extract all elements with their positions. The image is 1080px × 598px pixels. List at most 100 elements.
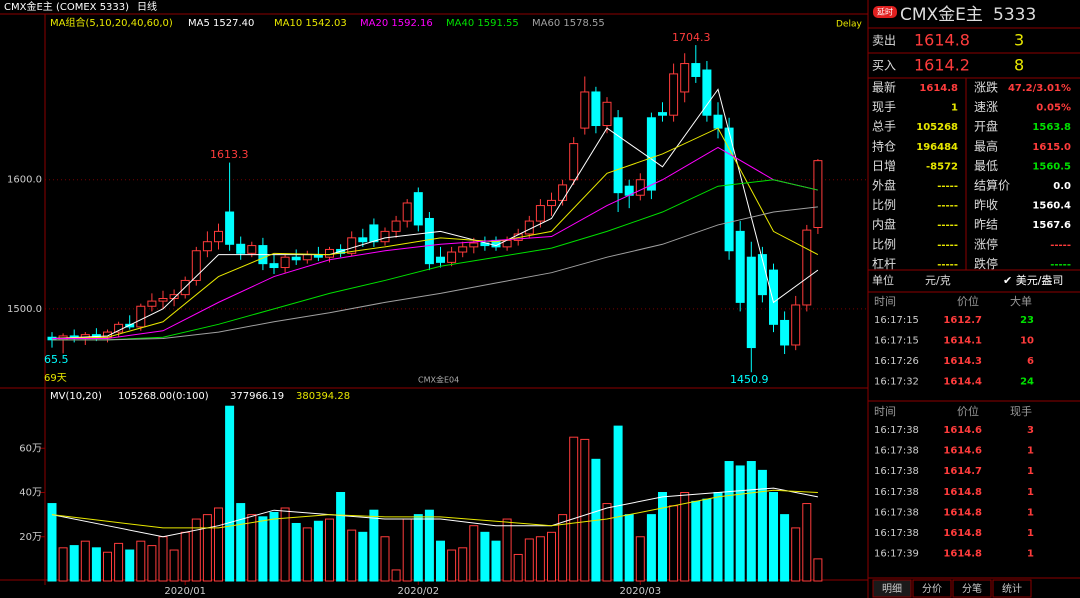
volume-ma-line (51, 489, 818, 529)
stat-value: ----- (937, 240, 958, 251)
candle-body (158, 298, 168, 302)
ma-legend: MA组合(5,10,20,40,60,0) (50, 16, 173, 29)
quote-price: 1614.2 (914, 56, 970, 75)
unit-option[interactable]: ✔ 美元/盎司 (1003, 273, 1063, 287)
tab-label[interactable]: 统计 (1002, 582, 1022, 595)
cell-volume: 3 (1027, 425, 1034, 436)
stat-value: -8572 (926, 161, 958, 172)
quote-qty: 3 (1014, 31, 1024, 50)
tab-label[interactable]: 分笔 (962, 582, 982, 595)
tab[interactable] (872, 579, 912, 598)
stat-value: ----- (1050, 240, 1071, 251)
annotation: 1450.9 (730, 373, 769, 386)
volume-bar (735, 465, 745, 582)
cell-time: 16:17:38 (874, 507, 919, 518)
cell-time: 16:17:39 (874, 549, 919, 560)
volume-bar (658, 492, 667, 582)
stat-label: 内盘 (872, 217, 896, 232)
candle-body (236, 243, 246, 254)
cell-price: 1614.8 (943, 549, 982, 560)
legend-entry: MA60 1578.55 (532, 18, 605, 29)
candle-body (191, 250, 201, 281)
quote-label: 买入 (872, 59, 896, 73)
stat-value: 1567.6 (1032, 220, 1071, 231)
cell-price: 1614.8 (943, 528, 982, 539)
cell-price: 1614.7 (943, 466, 982, 477)
stat-value: 47.2/3.01% (1008, 83, 1071, 94)
tab[interactable] (992, 579, 1032, 598)
legend-entry: 377966.19 (230, 391, 284, 402)
volume-bar (202, 514, 212, 582)
stat-value: 196484 (916, 142, 958, 153)
candle-body (369, 224, 379, 243)
annotation: 65.5 (44, 353, 69, 366)
stat-value: ----- (937, 220, 958, 231)
candle-body (591, 91, 601, 127)
candle-body (746, 256, 756, 349)
candle-body (214, 230, 223, 243)
candle-body (436, 256, 445, 263)
volume-bar (491, 540, 501, 582)
cell-volume: 1 (1027, 487, 1034, 498)
legend-entry: MA10 1542.03 (274, 18, 347, 29)
candle-body (202, 241, 212, 252)
volume-bar (158, 536, 168, 582)
candle-body (280, 256, 290, 269)
volume-bar (569, 436, 579, 582)
candle-body (813, 160, 823, 229)
volume-bar (258, 516, 268, 582)
candle-body (602, 101, 612, 127)
table-header: 价位 (957, 294, 979, 308)
annotation: 1704.3 (672, 31, 711, 44)
stat-label: 持仓 (872, 138, 896, 153)
stat-label: 涨跌 (974, 80, 998, 95)
annotation: 69天 (44, 373, 67, 384)
panel-title: CMX金E主 (900, 5, 983, 25)
volume-bar (91, 547, 101, 582)
volume-bar (391, 569, 401, 582)
tab-label[interactable]: 明细 (882, 582, 902, 595)
volume-bar (313, 520, 323, 582)
stat-label: 总手 (872, 120, 896, 134)
volume-bar (524, 538, 534, 582)
volume-bar (469, 525, 479, 582)
volume-bar (802, 503, 812, 582)
candle-body (247, 245, 257, 254)
volume-bar (502, 518, 512, 582)
candle-body (669, 73, 679, 116)
annotation: 1613.3 (210, 148, 249, 161)
stat-label: 开盘 (974, 119, 998, 134)
cell-price: 1614.1 (943, 336, 982, 347)
candle-body (391, 220, 401, 232)
x-tick-label: 2020/02 (398, 586, 440, 597)
volume-bar (757, 469, 767, 582)
y-tick-label: 1600.0 (7, 175, 42, 186)
cell-time: 16:17:15 (874, 315, 919, 326)
cell-time: 16:17:26 (874, 356, 919, 367)
cell-time: 16:17:38 (874, 487, 919, 498)
volume-bar (103, 551, 112, 582)
tab-label[interactable]: 分价 (922, 583, 942, 595)
unit-label: 单位 (872, 273, 894, 287)
volume-bar (813, 558, 823, 582)
candle-body (613, 117, 623, 194)
candle-body (358, 237, 368, 243)
candle-body (380, 230, 390, 243)
cell-time: 16:17:38 (874, 466, 919, 477)
stat-value: ----- (937, 259, 958, 270)
tab[interactable] (952, 579, 992, 598)
table-header: 时间 (874, 405, 896, 418)
tab[interactable] (912, 579, 952, 598)
badge-bg (873, 6, 897, 18)
candle-body (558, 184, 568, 201)
candle-body (291, 256, 301, 261)
volume-bar (302, 527, 312, 582)
y-tick-label: 20万 (19, 532, 42, 543)
volume-bar (225, 405, 235, 582)
stat-value: ----- (937, 181, 958, 192)
ma-line (52, 179, 819, 341)
candle-body (791, 304, 801, 346)
cell-volume: 6 (1027, 356, 1034, 367)
period[interactable]: 日线 (137, 0, 157, 13)
